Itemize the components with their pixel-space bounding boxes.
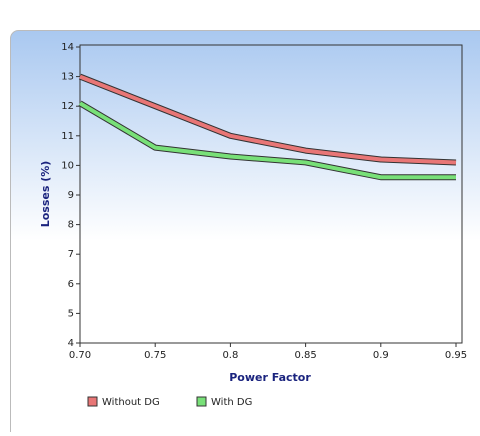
x-axis-title: Power Factor: [229, 371, 311, 384]
y-tick-label: 5: [68, 308, 74, 319]
x-tick-label: 0.70: [69, 350, 91, 361]
y-tick-label: 13: [61, 72, 74, 83]
y-tick-label: 7: [68, 249, 74, 260]
x-tick-label: 0.8: [222, 350, 238, 361]
y-tick-label: 14: [61, 42, 74, 53]
y-tick-label: 9: [68, 190, 74, 201]
x-tick-label: 0.85: [294, 350, 316, 361]
y-tick-label: 11: [61, 131, 74, 142]
y-tick-label: 12: [61, 101, 74, 112]
legend-swatch: [88, 397, 97, 406]
legend-label: With DG: [211, 397, 252, 408]
y-tick-label: 8: [68, 220, 74, 231]
y-tick-label: 6: [68, 279, 74, 290]
y-tick-label: 10: [61, 160, 74, 171]
y-tick-label: 4: [68, 338, 74, 349]
legend-label: Without DG: [102, 397, 160, 408]
y-axis-title: Losses (%): [39, 161, 52, 228]
legend-swatch: [197, 397, 206, 406]
x-tick-label: 0.75: [144, 350, 166, 361]
x-tick-label: 0.9: [373, 350, 389, 361]
x-tick-label: 0.95: [445, 350, 467, 361]
